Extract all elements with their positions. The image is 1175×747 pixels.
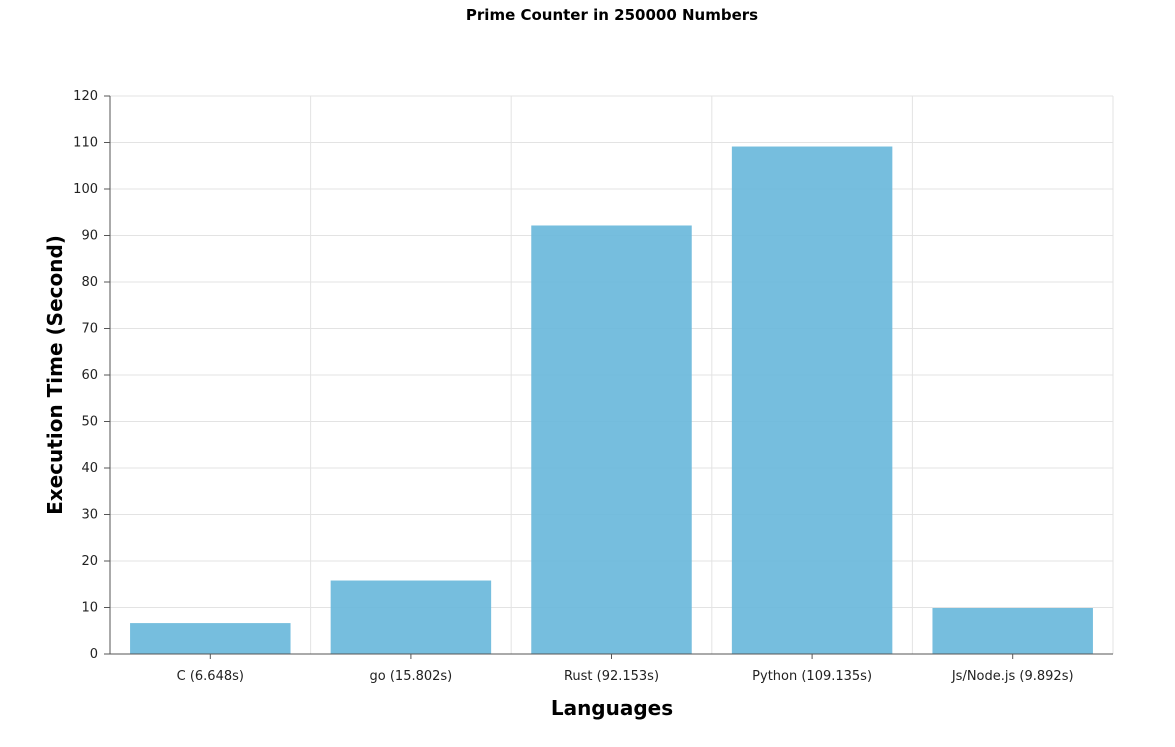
x-tick-label: Python (109.135s) (752, 669, 872, 684)
y-tick-label: 80 (81, 275, 98, 290)
x-tick-label: Js/Node.js (9.892s) (951, 669, 1074, 684)
x-tick-labels: C (6.648s) go (15.802s) Rust (92.153s) Pyth… (177, 669, 1074, 684)
y-tick-label: 90 (81, 229, 98, 244)
y-tick-label: 40 (81, 461, 98, 476)
y-tick-label: 30 (81, 508, 98, 523)
bar (531, 225, 692, 654)
y-tick-labels: 0 10 20 30 40 50 60 70 80 90 100 110 120 (73, 89, 98, 662)
y-axis-title: Execution Time (Second) (43, 235, 67, 515)
y-tick-label: 70 (81, 322, 98, 337)
x-tick-label: Rust (92.153s) (564, 669, 659, 684)
y-tick-label: 0 (90, 647, 98, 662)
y-tick-label: 50 (81, 415, 98, 430)
bars (130, 146, 1093, 654)
axes (104, 95, 1113, 659)
bar (731, 146, 893, 654)
chart-title: Prime Counter in 250000 Numbers (466, 6, 758, 24)
bar (130, 623, 291, 654)
y-tick-label: 110 (73, 136, 98, 151)
y-tick-label: 100 (73, 182, 98, 197)
x-tick-label: go (15.802s) (370, 669, 453, 684)
y-tick-label: 10 (81, 601, 98, 616)
y-tick-label: 20 (81, 554, 98, 569)
bar (330, 580, 492, 654)
x-tick-label: C (6.648s) (177, 669, 244, 684)
x-axis-title: Languages (551, 696, 673, 720)
y-tick-label: 60 (81, 368, 98, 383)
y-tick-label: 120 (73, 89, 98, 104)
bar (932, 608, 1093, 654)
